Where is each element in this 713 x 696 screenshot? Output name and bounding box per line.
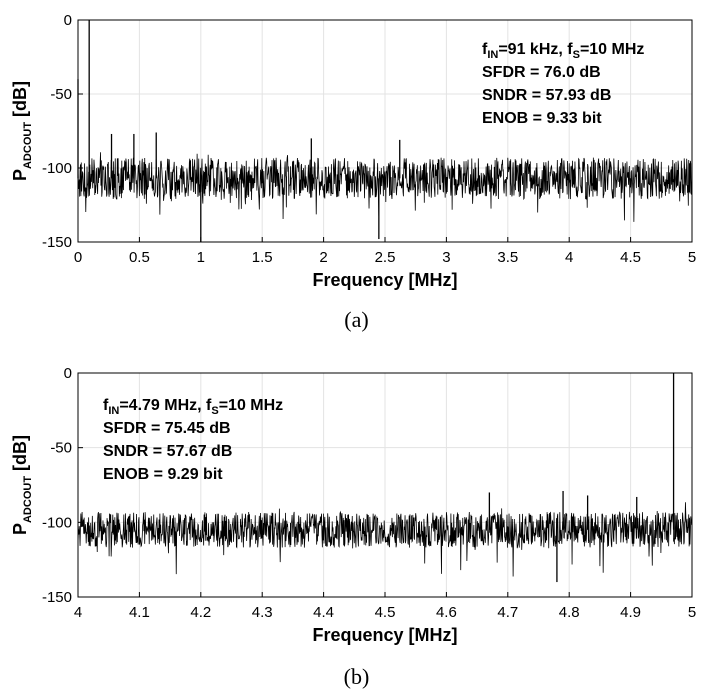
annotation-line: SFDR = 75.45 dB xyxy=(103,420,231,437)
x-tick-label: 4.9 xyxy=(620,604,641,621)
x-tick-label: 1.5 xyxy=(252,249,273,266)
x-tick-label: 4 xyxy=(74,604,82,621)
chart-a: 0 0.5 1 1.5 2 2.5 3 3.5 4 4.5 5 0 -50 -100 -150 Frequen… xyxy=(10,12,696,290)
y-tick-label: -100 xyxy=(42,160,72,177)
x-tick-label: 4.2 xyxy=(190,604,211,621)
annotation-line: fIN=91 kHz, fS=10 MHz xyxy=(482,41,644,61)
y-tick-label: -150 xyxy=(42,234,72,251)
x-tick-label: 2.5 xyxy=(375,249,396,266)
x-tick-label: 4.8 xyxy=(559,604,580,621)
x-tick-label: 5 xyxy=(688,249,696,266)
x-tick-label: 4.7 xyxy=(497,604,518,621)
spectrum-trace xyxy=(77,152,693,222)
x-tick-label: 4.5 xyxy=(620,249,641,266)
y-axis-title: PADCOUT [dB] xyxy=(10,81,34,181)
caption-a: (a) xyxy=(344,307,369,332)
x-tick-label: 0 xyxy=(74,249,82,266)
y-tick-label: 0 xyxy=(64,12,72,29)
chart-b: 4 4.1 4.2 4.3 4.4 4.5 4.6 4.7 4.8 4.9 5 0 -50 -100 -15… xyxy=(10,365,696,645)
x-axis-title: Frequency [MHz] xyxy=(312,625,457,645)
caption-b: (b) xyxy=(343,664,370,689)
annotation-line: ENOB = 9.29 bit xyxy=(103,466,223,483)
x-tick-label: 1 xyxy=(197,249,205,266)
x-tick-label: 4.6 xyxy=(436,604,457,621)
x-tick-label: 3.5 xyxy=(497,249,518,266)
annotation-line: SNDR = 57.67 dB xyxy=(103,443,232,460)
x-tick-label: 0.5 xyxy=(129,249,150,266)
x-tick-label: 3 xyxy=(442,249,450,266)
annotation-line: ENOB = 9.33 bit xyxy=(482,110,602,127)
x-tick-label: 4.1 xyxy=(129,604,150,621)
annotation-line: SFDR = 76.0 dB xyxy=(482,64,601,81)
y-tick-label: 0 xyxy=(64,365,72,382)
spectrum-trace xyxy=(77,502,693,577)
y-tick-label: -50 xyxy=(50,440,72,457)
x-tick-label: 4.5 xyxy=(375,604,396,621)
x-tick-label: 4.4 xyxy=(313,604,334,621)
x-tick-label: 4.3 xyxy=(252,604,273,621)
y-tick-label: -50 xyxy=(50,86,72,103)
x-tick-label: 5 xyxy=(688,604,696,621)
x-tick-label: 2 xyxy=(319,249,327,266)
y-tick-label: -150 xyxy=(42,589,72,606)
x-axis-title: Frequency [MHz] xyxy=(312,270,457,290)
annotation-line: fIN=4.79 MHz, fS=10 MHz xyxy=(103,397,283,417)
annotation-line: SNDR = 57.93 dB xyxy=(482,87,611,104)
y-axis-title: PADCOUT [dB] xyxy=(10,435,34,535)
y-tick-label: -100 xyxy=(42,514,72,531)
x-tick-label: 4 xyxy=(565,249,573,266)
